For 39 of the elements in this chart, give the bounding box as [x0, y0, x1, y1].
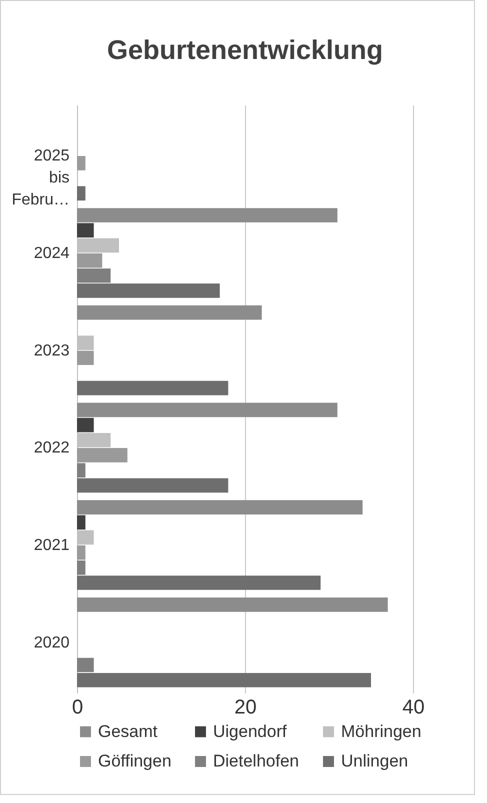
- bar: [77, 658, 94, 672]
- bar: [77, 545, 86, 560]
- bar: [77, 350, 94, 366]
- x-tick-label: 40: [402, 696, 425, 718]
- y-tick-label: 2021: [34, 537, 70, 554]
- bar: [77, 253, 102, 268]
- y-tick-label: 2024: [34, 244, 70, 262]
- y-tick-label: 2020: [34, 634, 70, 652]
- bar: [77, 402, 338, 418]
- bar: [77, 672, 371, 688]
- bar: [77, 597, 388, 612]
- bar: [77, 576, 321, 590]
- bar: [77, 500, 363, 514]
- bar: [77, 478, 228, 493]
- bar: [77, 380, 228, 396]
- bar: [77, 305, 262, 320]
- legend-label: Uigendorf: [213, 722, 287, 741]
- bar: [77, 268, 111, 283]
- y-tick-label: 2022: [34, 440, 70, 457]
- x-tick-label: 20: [234, 696, 257, 718]
- bar: [77, 284, 220, 298]
- y-tick-label: 2023: [34, 342, 70, 360]
- bar: [77, 448, 128, 462]
- legend-label: Dietelhofen: [213, 752, 300, 770]
- bar: [77, 223, 94, 238]
- bar: [77, 515, 86, 530]
- legend-label: Gesamt: [98, 722, 158, 741]
- bar: [77, 156, 86, 170]
- legend-label: Göffingen: [98, 752, 172, 770]
- bar: [77, 560, 86, 575]
- legend-label: Unlingen: [341, 752, 408, 770]
- bar: [77, 186, 86, 201]
- chart-title: Geburtenentwicklung: [106, 35, 384, 65]
- y-tick-label: 2025 bis Febru…: [12, 148, 70, 209]
- bar: [77, 418, 94, 432]
- x-tick-label: 0: [72, 696, 84, 718]
- legend-label: Möhringen: [341, 722, 422, 741]
- bar: [77, 463, 86, 478]
- bar: [77, 208, 338, 222]
